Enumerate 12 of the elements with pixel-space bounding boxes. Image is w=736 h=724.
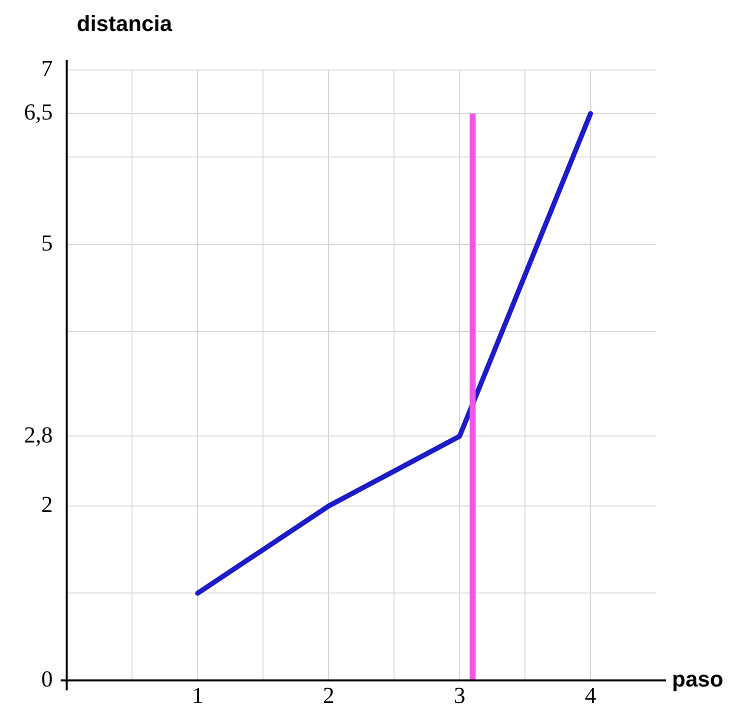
y-tick-label: 6,5 bbox=[24, 100, 53, 125]
x-tick-label: 2 bbox=[322, 683, 334, 708]
x-tick-label: 1 bbox=[192, 683, 204, 708]
y-tick-label: 0 bbox=[41, 666, 53, 692]
y-tick-label: 7 bbox=[41, 56, 53, 82]
y-tick-label: 2,8 bbox=[24, 422, 53, 448]
y-axis-title: distancia bbox=[76, 11, 173, 36]
x-axis-title: paso bbox=[672, 666, 724, 692]
x-tick-label: 3 bbox=[454, 683, 466, 708]
y-tick-label: 2 bbox=[41, 492, 53, 518]
x-tick-label: 4 bbox=[584, 683, 597, 708]
y-tick-label: 5 bbox=[41, 230, 53, 256]
